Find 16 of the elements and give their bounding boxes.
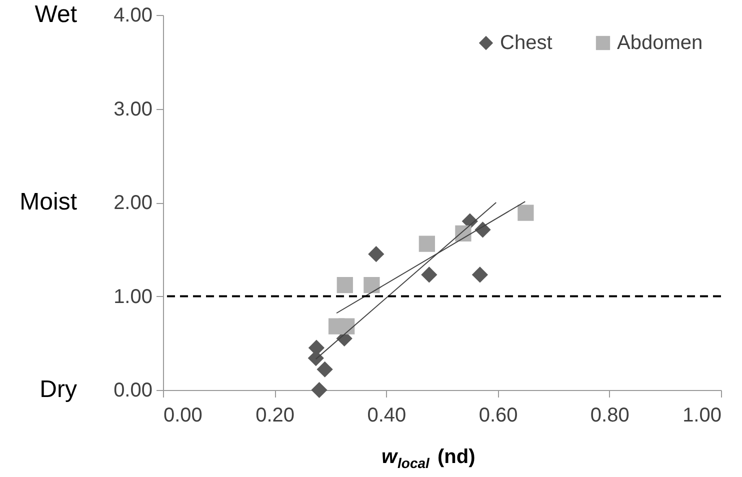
legend-label: Abdomen: [617, 32, 703, 54]
text: Moist: [20, 188, 78, 216]
x-tick-label: 1.00: [682, 404, 722, 426]
x-tick-label: 0.80: [590, 404, 630, 426]
y-tick-label: 1.00: [114, 286, 152, 308]
x-tick-label: 0.60: [478, 404, 518, 426]
text: Wet: [34, 1, 78, 28]
x-tick-label: 0.20: [256, 404, 295, 426]
x-tick-label: 0.00: [164, 404, 202, 426]
y-tick-label: 4.00: [114, 4, 152, 26]
y-tick-label: 3.00: [114, 98, 152, 120]
y-tick-label: 2.00: [114, 192, 152, 214]
x-tick-label: 0.40: [367, 404, 406, 426]
y-tick-label: 0.00: [114, 380, 152, 402]
legend-label: Chest: [500, 32, 553, 54]
text: Dry: [40, 376, 77, 403]
